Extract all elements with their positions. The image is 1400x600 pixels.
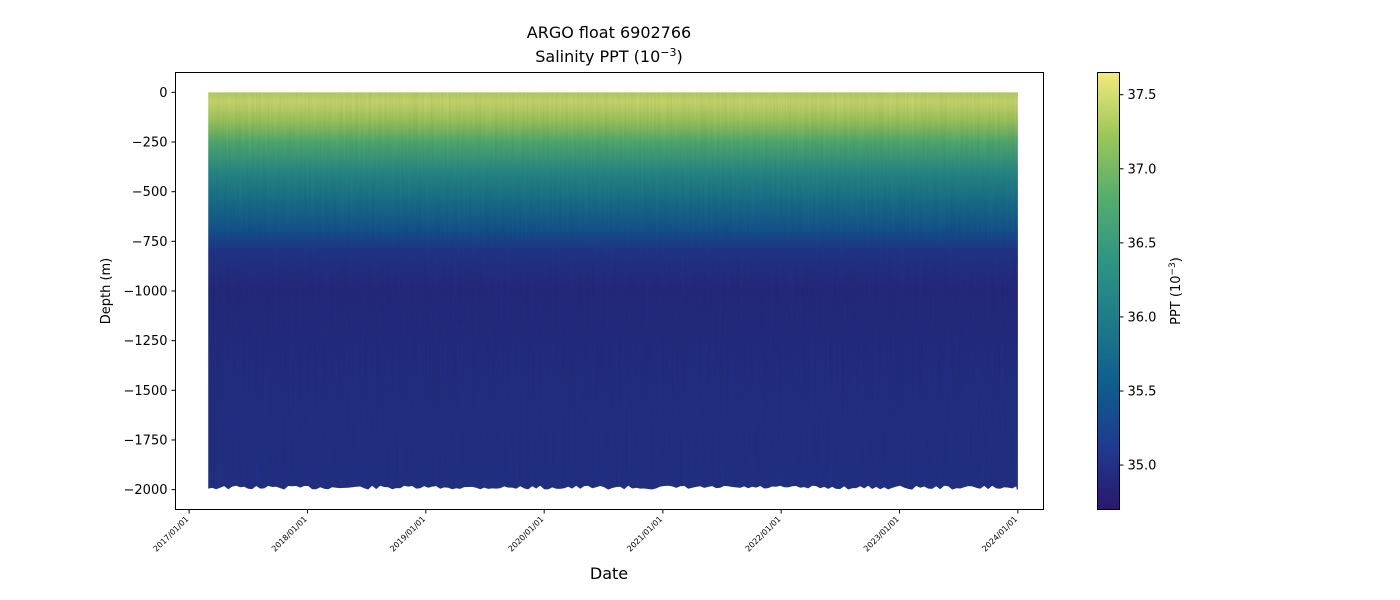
colorbar-scale (1097, 72, 1120, 510)
heatmap-streaks (208, 92, 1018, 490)
chart-subtitle-sup: −3 (660, 46, 676, 59)
y-tick-label: −2000 (124, 483, 168, 498)
y-tick-label: −1000 (124, 285, 168, 300)
colorbar-tick-label: 36.0 (1128, 310, 1157, 325)
x-tick-label: 2019/01/01 (388, 515, 427, 554)
x-axis-label: Date (590, 564, 628, 583)
colorbar-label-sup: −3 (1168, 262, 1178, 275)
chart-title: ARGO float 6902766 (527, 23, 691, 42)
colorbar-tick-label: 37.5 (1128, 88, 1157, 103)
y-axis: 0 −250 −500 −750 −1000 −1250 −1500 −1750 −2000 (124, 86, 176, 498)
colorbar-tick-label: 35.0 (1128, 459, 1157, 474)
x-tick-label: 2017/01/01 (152, 515, 191, 554)
colorbar: 35.0 35.5 36.0 36.5 37.0 37.5 PPT (10−3) (1097, 72, 1184, 510)
x-tick-label: 2024/01/01 (980, 515, 1019, 554)
x-axis: 2017/01/01 2018/01/01 2019/01/01 2020/01/01… (152, 509, 1019, 554)
colorbar-tick-label: 36.5 (1128, 236, 1157, 251)
y-tick-label: 0 (159, 86, 167, 101)
chart-subtitle: Salinity PPT (10−3) (535, 46, 683, 66)
x-tick-label: 2018/01/01 (270, 515, 309, 554)
y-tick-label: −250 (132, 136, 168, 151)
colorbar-ticks: 35.0 35.5 36.0 36.5 37.0 37.5 (1119, 88, 1157, 474)
y-tick-label: −1500 (124, 384, 168, 399)
y-axis-label: Depth (m) (99, 258, 114, 325)
colorbar-label-end: ) (1169, 257, 1184, 262)
y-tick-label: −750 (132, 235, 168, 250)
y-tick-label: −1750 (124, 433, 168, 448)
chart-subtitle-end: ) (677, 47, 683, 66)
heatmap-bottom-edge (208, 485, 1018, 496)
colorbar-tick-label: 37.0 (1128, 162, 1157, 177)
colorbar-label-text: PPT (10 (1169, 275, 1184, 324)
salinity-heatmap (208, 92, 1018, 496)
x-tick-label: 2022/01/01 (744, 515, 783, 554)
y-tick-label: −500 (132, 185, 168, 200)
x-tick-label: 2020/01/01 (507, 515, 546, 554)
x-tick-label: 2023/01/01 (862, 515, 901, 554)
colorbar-label: PPT (10−3) (1168, 257, 1184, 325)
x-tick-label: 2021/01/01 (625, 515, 664, 554)
y-tick-label: −1250 (124, 334, 168, 349)
colorbar-tick-label: 35.5 (1128, 384, 1157, 399)
chart-subtitle-text: Salinity PPT (10 (535, 47, 660, 66)
